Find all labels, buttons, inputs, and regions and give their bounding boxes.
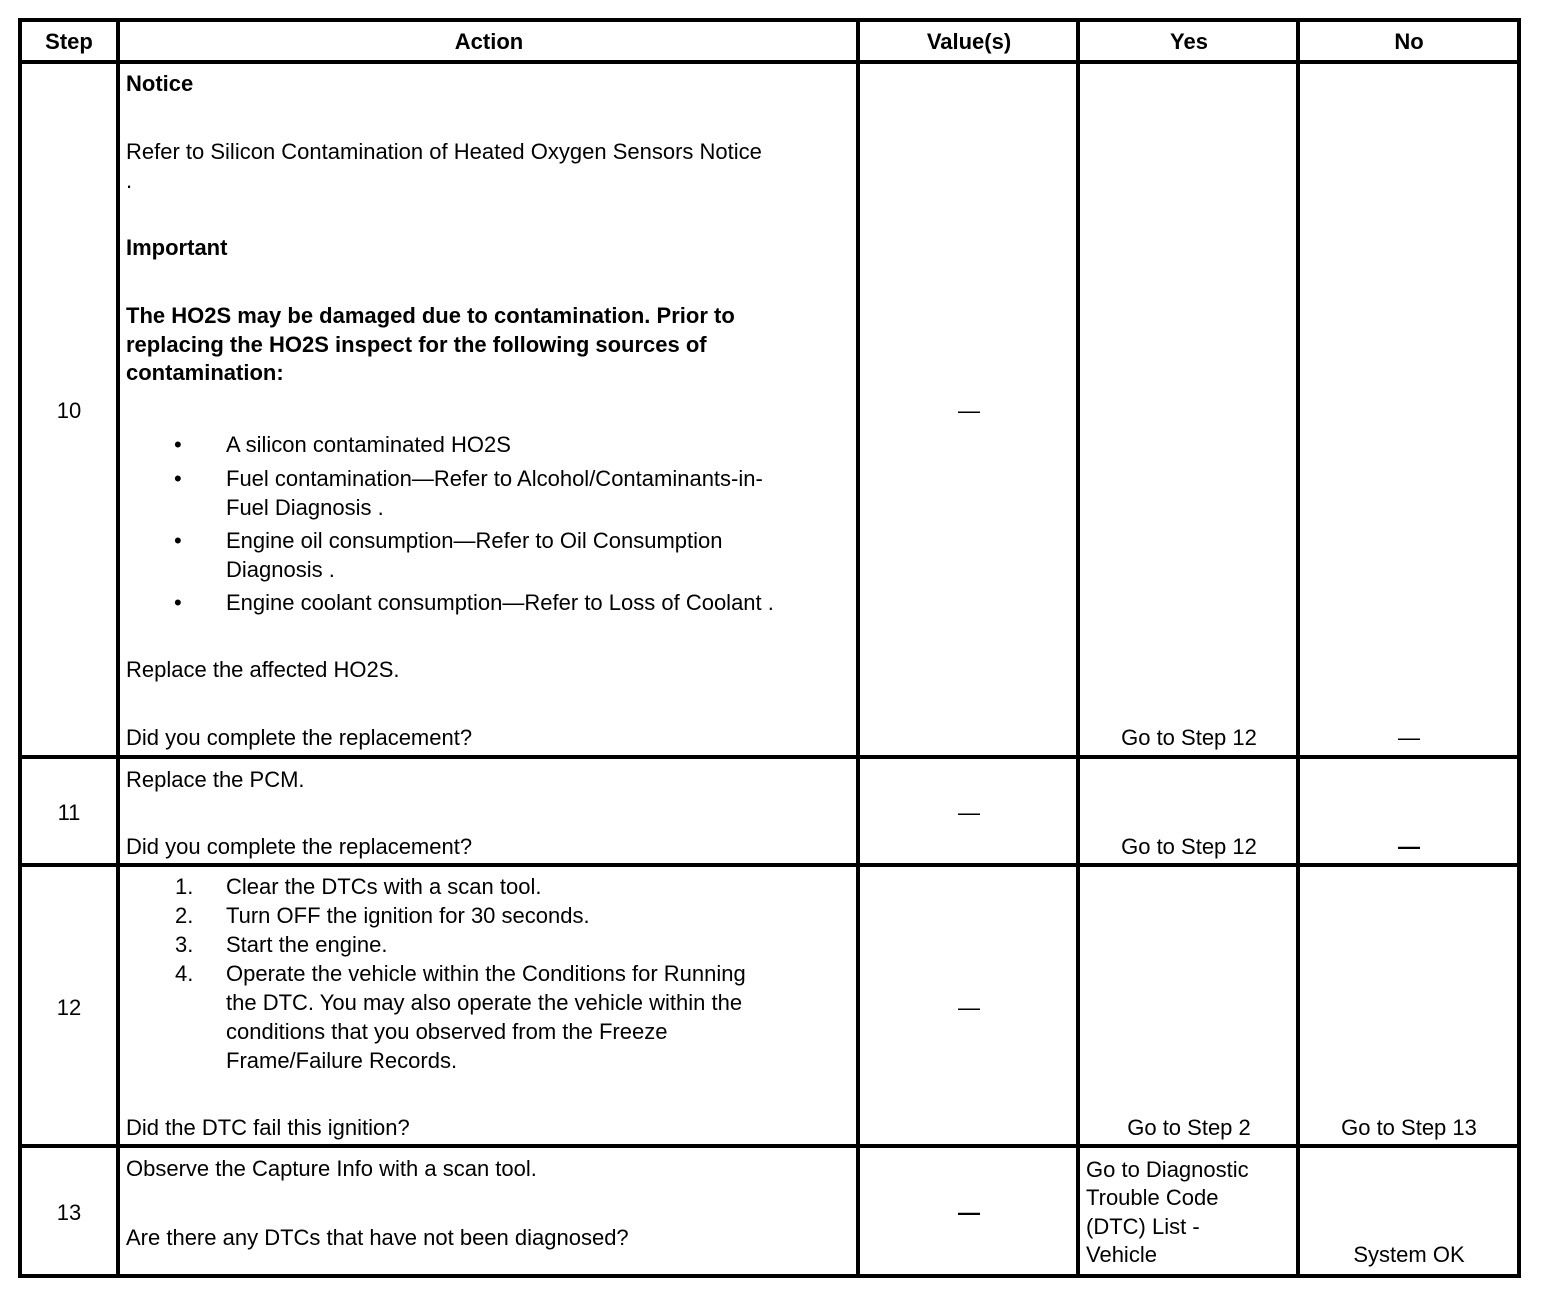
row-divider xyxy=(18,1144,1521,1148)
yes-link[interactable]: Go to Step 12 xyxy=(1121,834,1257,859)
notice-text[interactable]: Refer to Silicon Contamination of Heated… xyxy=(126,139,762,164)
value: — xyxy=(958,995,980,1020)
value: — xyxy=(958,398,980,423)
list-item: the DTC. You may also operate the vehicl… xyxy=(226,990,743,1015)
step-number: 12 xyxy=(56,995,82,1020)
table-border xyxy=(18,18,22,1278)
list-number: 3. xyxy=(175,932,194,957)
no-value: System OK xyxy=(1353,1242,1465,1267)
bullet-item[interactable]: Fuel contamination—Refer to Alcohol/Cont… xyxy=(226,466,763,491)
important-line: replacing the HO2S inspect for the follo… xyxy=(126,332,707,357)
instruction: Replace the affected HO2S. xyxy=(126,657,400,682)
row-divider xyxy=(18,60,1521,64)
bullet-item[interactable]: Engine oil consumption—Refer to Oil Cons… xyxy=(226,528,723,553)
list-item: Clear the DTCs with a scan tool. xyxy=(226,874,542,899)
instruction: Observe the Capture Info with a scan too… xyxy=(126,1156,537,1181)
list-item: Frame/Failure Records. xyxy=(226,1048,458,1073)
bullet-icon: • xyxy=(174,432,182,457)
bullet-item[interactable]: Engine coolant consumption—Refer to Loss… xyxy=(226,590,774,615)
list-number: 2. xyxy=(175,903,194,928)
list-item[interactable]: Operate the vehicle within the Condition… xyxy=(226,961,746,986)
list-number: 1. xyxy=(175,874,194,899)
notice-period: . xyxy=(126,168,133,193)
bullet-item[interactable]: Diagnosis . xyxy=(226,557,335,582)
question: Did you complete the replacement? xyxy=(126,725,473,750)
header-no: No xyxy=(1394,29,1424,54)
step-number: 10 xyxy=(56,398,82,423)
header-action: Action xyxy=(454,29,524,54)
bullet-item: A silicon contaminated HO2S xyxy=(226,432,511,457)
row-divider xyxy=(18,863,1521,867)
table-border xyxy=(1517,18,1521,1278)
value: — xyxy=(958,1200,980,1225)
column-divider xyxy=(1076,18,1080,1278)
question: Are there any DTCs that have not been di… xyxy=(126,1225,629,1250)
yes-link[interactable]: Trouble Code xyxy=(1086,1185,1219,1210)
important-line: contamination: xyxy=(126,360,284,385)
bullet-icon: • xyxy=(174,590,182,615)
row-divider xyxy=(18,755,1521,759)
step-number: 13 xyxy=(56,1200,82,1225)
no-value: — xyxy=(1398,725,1420,750)
question: Did you complete the replacement? xyxy=(126,834,473,859)
yes-link[interactable]: (DTC) List - xyxy=(1086,1214,1200,1239)
column-divider xyxy=(856,18,860,1278)
header-values: Value(s) xyxy=(926,29,1012,54)
list-item: Start the engine. xyxy=(226,932,388,957)
yes-link[interactable]: Vehicle xyxy=(1086,1242,1157,1267)
list-item: Turn OFF the ignition for 30 seconds. xyxy=(226,903,590,928)
bullet-icon: • xyxy=(174,466,182,491)
column-divider xyxy=(116,18,120,1278)
important-line: The HO2S may be damaged due to contamina… xyxy=(126,303,735,328)
no-link[interactable]: Go to Step 13 xyxy=(1341,1115,1477,1140)
bullet-icon: • xyxy=(174,528,182,553)
list-number: 4. xyxy=(175,961,194,986)
step-number: 11 xyxy=(57,800,81,825)
instruction: Replace the PCM. xyxy=(126,767,305,792)
yes-link[interactable]: Go to Diagnostic xyxy=(1086,1157,1249,1182)
column-divider xyxy=(1296,18,1300,1278)
important-label: Important xyxy=(126,235,228,260)
yes-link[interactable]: Go to Step 12 xyxy=(1121,725,1257,750)
header-step: Step xyxy=(45,29,93,54)
list-item: conditions that you observed from the Fr… xyxy=(226,1019,668,1044)
bullet-item[interactable]: Fuel Diagnosis . xyxy=(226,495,384,520)
header-yes: Yes xyxy=(1170,29,1208,54)
notice-label: Notice xyxy=(126,71,194,96)
no-value: — xyxy=(1398,834,1420,859)
table-border xyxy=(18,18,1521,22)
value: — xyxy=(958,800,980,825)
yes-link[interactable]: Go to Step 2 xyxy=(1127,1115,1251,1140)
table-border xyxy=(18,1274,1521,1278)
question: Did the DTC fail this ignition? xyxy=(126,1115,410,1140)
